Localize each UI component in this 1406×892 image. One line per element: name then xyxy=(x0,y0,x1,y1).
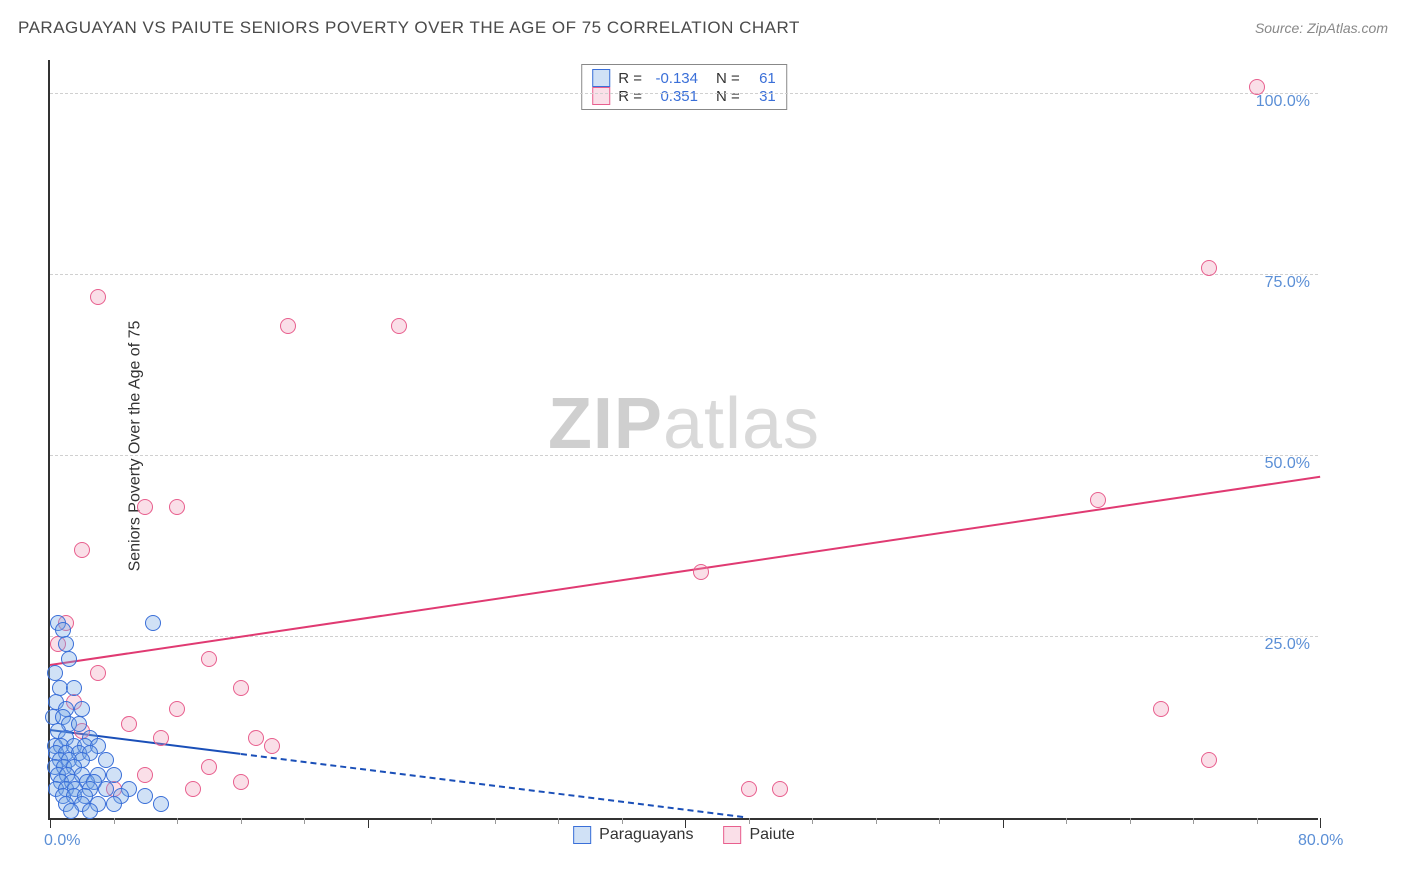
y-tick-label: 50.0% xyxy=(1265,455,1310,473)
watermark-bold: ZIP xyxy=(548,384,663,464)
x-tick-minor xyxy=(1193,818,1194,824)
x-max-label: 80.0% xyxy=(1298,832,1343,850)
trend-line xyxy=(50,476,1320,666)
marker-paiute xyxy=(772,781,788,797)
marker-paraguayans xyxy=(71,716,87,732)
series-legend: Paraguayans Paiute xyxy=(565,824,803,846)
marker-paraguayans xyxy=(66,680,82,696)
marker-paiute xyxy=(169,499,185,515)
marker-paraguayans xyxy=(55,622,71,638)
marker-paraguayans xyxy=(82,803,98,819)
legend-label-paraguayans: Paraguayans xyxy=(599,826,693,844)
marker-paiute xyxy=(693,564,709,580)
x-tick-minor xyxy=(1130,818,1131,824)
marker-paiute xyxy=(1153,701,1169,717)
marker-paiute xyxy=(264,738,280,754)
marker-paraguayans xyxy=(63,803,79,819)
x-tick-major xyxy=(368,818,369,828)
marker-paiute xyxy=(201,651,217,667)
x-tick-minor xyxy=(558,818,559,824)
r-label: R = xyxy=(618,88,642,105)
scatter-plot-area: ZIPatlas R = -0.134 N = 61 R = 0.351 N =… xyxy=(48,60,1318,820)
swatch-paraguayans xyxy=(573,826,591,844)
legend-row-paiute: R = 0.351 N = 31 xyxy=(592,87,776,105)
y-tick-label: 75.0% xyxy=(1265,274,1310,292)
marker-paiute xyxy=(280,318,296,334)
y-tick-label: 25.0% xyxy=(1265,636,1310,654)
x-tick-minor xyxy=(431,818,432,824)
r-label: R = xyxy=(618,70,642,87)
y-tick-label: 100.0% xyxy=(1256,93,1310,111)
marker-paiute xyxy=(233,774,249,790)
x-tick-minor xyxy=(812,818,813,824)
x-tick-minor xyxy=(749,818,750,824)
x-tick-major xyxy=(685,818,686,828)
x-tick-minor xyxy=(177,818,178,824)
gridline xyxy=(50,274,1318,275)
legend-item-paiute: Paiute xyxy=(723,826,794,844)
marker-paiute xyxy=(74,542,90,558)
x-tick-major xyxy=(50,818,51,828)
x-tick-minor xyxy=(876,818,877,824)
gridline xyxy=(50,93,1318,94)
n-label: N = xyxy=(716,70,740,87)
x-tick-minor xyxy=(1066,818,1067,824)
marker-paiute xyxy=(1249,79,1265,95)
n-value-paraguayans: 61 xyxy=(748,70,776,87)
chart-title: PARAGUAYAN VS PAIUTE SENIORS POVERTY OVE… xyxy=(18,18,800,38)
marker-paraguayans xyxy=(145,615,161,631)
r-value-paiute: 0.351 xyxy=(650,88,698,105)
marker-paraguayans xyxy=(58,636,74,652)
x-tick-minor xyxy=(304,818,305,824)
source-attribution: Source: ZipAtlas.com xyxy=(1255,20,1388,36)
marker-paiute xyxy=(1201,752,1217,768)
swatch-paiute xyxy=(592,87,610,105)
legend-item-paraguayans: Paraguayans xyxy=(573,826,693,844)
correlation-legend: R = -0.134 N = 61 R = 0.351 N = 31 xyxy=(581,64,787,110)
x-tick-minor xyxy=(495,818,496,824)
marker-paiute xyxy=(391,318,407,334)
n-label: N = xyxy=(716,88,740,105)
marker-paiute xyxy=(1090,492,1106,508)
swatch-paiute xyxy=(723,826,741,844)
marker-paraguayans xyxy=(137,788,153,804)
swatch-paraguayans xyxy=(592,69,610,87)
trend-line xyxy=(240,753,742,818)
marker-paiute xyxy=(121,716,137,732)
marker-paraguayans xyxy=(153,796,169,812)
x-tick-minor xyxy=(241,818,242,824)
marker-paiute xyxy=(90,665,106,681)
x-origin-label: 0.0% xyxy=(44,832,80,850)
marker-paiute xyxy=(1201,260,1217,276)
marker-paraguayans xyxy=(106,767,122,783)
marker-paraguayans xyxy=(106,796,122,812)
marker-paiute xyxy=(741,781,757,797)
marker-paiute xyxy=(233,680,249,696)
watermark-rest: atlas xyxy=(663,384,820,464)
n-value-paiute: 31 xyxy=(748,88,776,105)
x-tick-minor xyxy=(622,818,623,824)
legend-label-paiute: Paiute xyxy=(749,826,794,844)
marker-paiute xyxy=(201,759,217,775)
marker-paiute xyxy=(153,730,169,746)
x-tick-major xyxy=(1320,818,1321,828)
marker-paiute xyxy=(169,701,185,717)
marker-paraguayans xyxy=(61,651,77,667)
marker-paraguayans xyxy=(74,701,90,717)
x-tick-major xyxy=(1003,818,1004,828)
x-tick-minor xyxy=(939,818,940,824)
x-tick-minor xyxy=(114,818,115,824)
marker-paiute xyxy=(248,730,264,746)
r-value-paraguayans: -0.134 xyxy=(650,70,698,87)
legend-row-paraguayans: R = -0.134 N = 61 xyxy=(592,69,776,87)
gridline xyxy=(50,455,1318,456)
watermark: ZIPatlas xyxy=(548,383,820,465)
marker-paiute xyxy=(137,499,153,515)
marker-paiute xyxy=(90,289,106,305)
x-tick-minor xyxy=(1257,818,1258,824)
marker-paiute xyxy=(137,767,153,783)
marker-paiute xyxy=(185,781,201,797)
